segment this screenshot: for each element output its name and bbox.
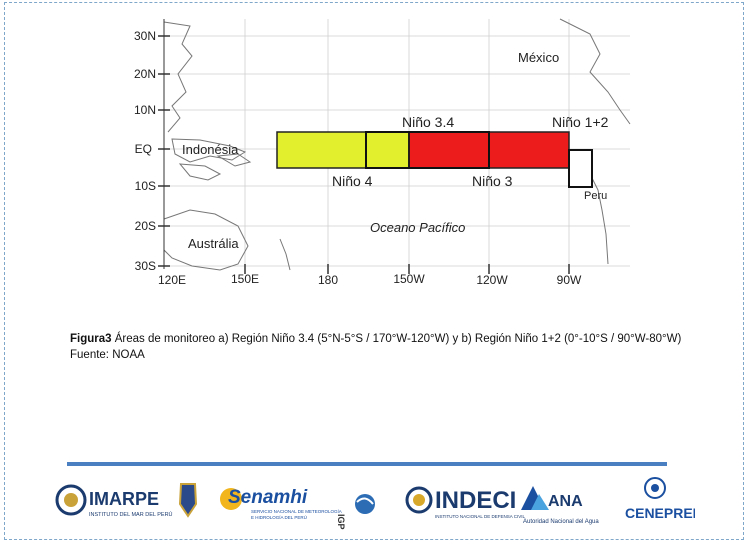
- label-nino3: Niño 3: [472, 173, 513, 189]
- indeci-name: INDECI: [435, 487, 516, 514]
- figure-caption-text: Áreas de monitoreo a) Región Niño 3.4 (5…: [70, 333, 682, 361]
- lat-label-30s: 30S: [135, 259, 156, 273]
- place-australia: Austrália: [188, 236, 239, 251]
- place-ocean: Oceano Pacífico: [370, 220, 465, 235]
- imarpe-logo: IMARPE INSTITUTO DEL MAR DEL PERÚ: [55, 484, 173, 518]
- cenepred-logo: CENEPRED: [625, 477, 695, 521]
- senamhi-subtitle-1: SERVICIO NACIONAL DE METEOROLOGÍA: [251, 508, 342, 514]
- lat-label-30n: 30N: [134, 29, 156, 43]
- senamhi-subtitle-2: E HIDROLOGÍA DEL PERÚ: [251, 514, 307, 520]
- place-mexico: México: [518, 50, 559, 65]
- shield-logo: [178, 483, 198, 518]
- senamhi-name: Senamhi: [228, 487, 308, 508]
- imarpe-subtitle: INSTITUTO DEL MAR DEL PERÚ: [89, 511, 173, 518]
- lon-label-90w: 90W: [557, 273, 582, 287]
- cenepred-name: CENEPRED: [625, 505, 695, 521]
- place-indonesia: Indonésia: [182, 142, 239, 157]
- nino-regions-map: 30N 20N 10N EQ 10S 20S 30S 120E 150E 180…: [120, 14, 650, 290]
- region-nino4-fill: [276, 131, 410, 169]
- lon-label-120e: 120E: [158, 273, 186, 287]
- page-frame: [4, 2, 744, 540]
- ana-logo: ANA Autoridad Nacional del Agua: [521, 486, 599, 525]
- region-nino12-box: [568, 149, 593, 188]
- lat-label-10n: 10N: [134, 103, 156, 117]
- ana-subtitle: Autoridad Nacional del Agua: [523, 519, 599, 525]
- place-peru: Peru: [584, 190, 607, 202]
- institution-logos: IMARPE INSTITUTO DEL MAR DEL PERÚ Senamh…: [55, 477, 695, 530]
- indeci-logo: INDECI INSTITUTO NACIONAL DE DEFENSA CIV…: [405, 486, 526, 519]
- coastlines: [163, 18, 631, 271]
- igp-name: IGP: [336, 514, 346, 530]
- lon-label-150w: 150W: [393, 272, 425, 286]
- lat-label-20s: 20S: [135, 219, 156, 233]
- label-nino12: Niño 1+2: [552, 114, 609, 130]
- senamhi-logo: Senamhi SERVICIO NACIONAL DE METEOROLOGÍ…: [220, 487, 342, 520]
- label-nino34: Niño 3.4: [402, 114, 454, 130]
- figure-label: Figura3: [70, 333, 112, 345]
- label-nino4: Niño 4: [332, 173, 373, 189]
- igp-logo: IGP: [336, 494, 375, 530]
- ana-name: ANA: [548, 493, 583, 510]
- lat-label-eq: EQ: [135, 142, 152, 156]
- indeci-subtitle: INSTITUTO NACIONAL DE DEFENSA CIVIL: [435, 514, 526, 519]
- lat-label-10s: 10S: [135, 179, 156, 193]
- lat-label-20n: 20N: [134, 67, 156, 81]
- lon-label-150e: 150E: [231, 272, 259, 286]
- imarpe-name: IMARPE: [89, 489, 159, 509]
- lon-label-180: 180: [318, 273, 338, 287]
- lon-label-120w: 120W: [476, 273, 508, 287]
- divider-bar: [67, 462, 667, 466]
- figure-caption: Figura3 Áreas de monitoreo a) Región Niñ…: [70, 331, 710, 363]
